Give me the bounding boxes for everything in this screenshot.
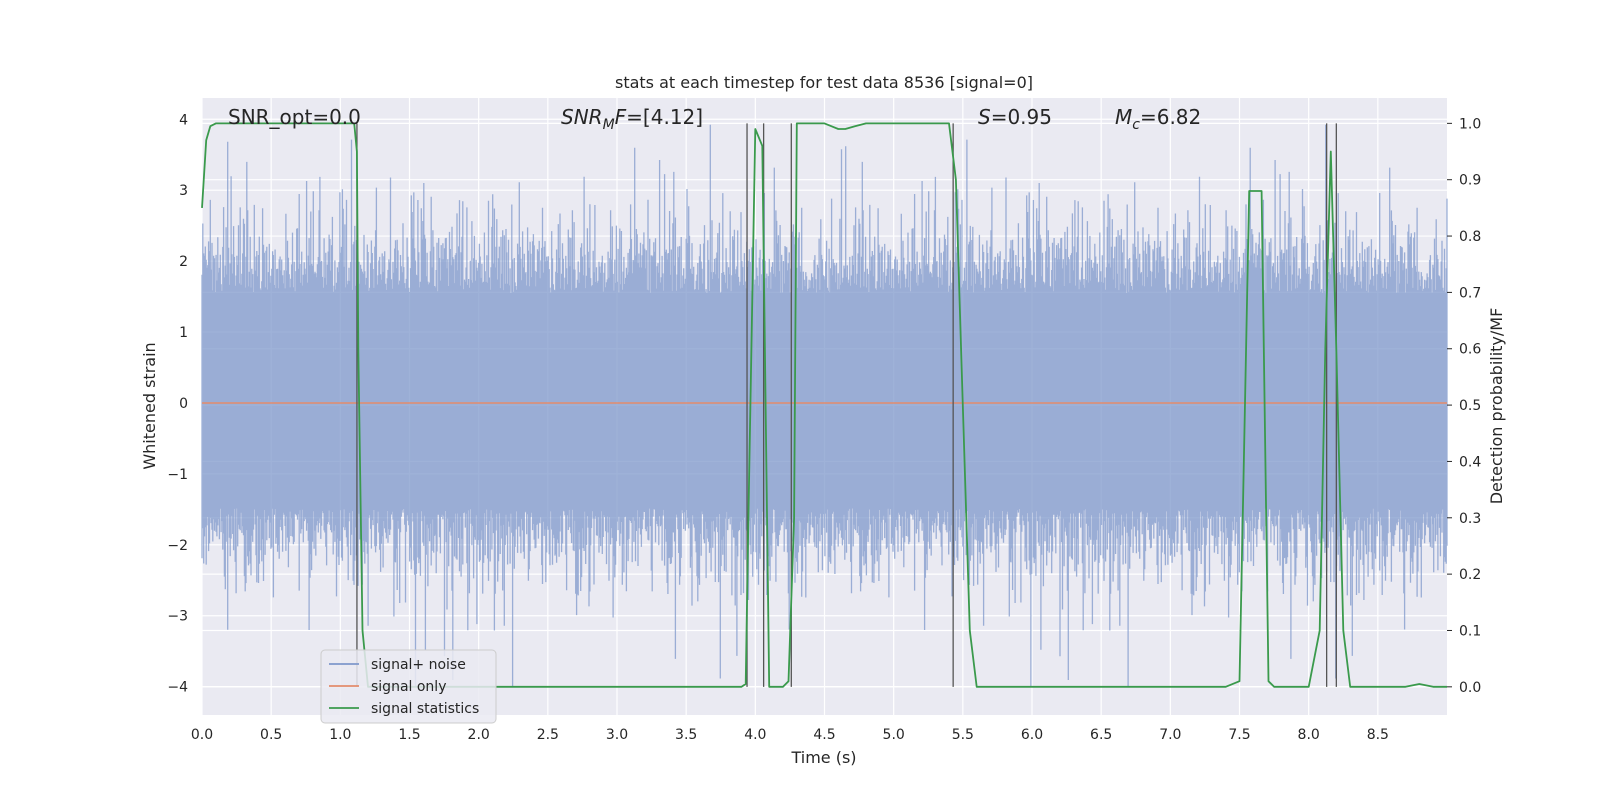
signal-noise-line [201,124,1448,687]
x-tick-label: 1.5 [398,727,420,743]
x-axis-label: Time (s) [790,748,856,767]
y-tick-label: −2 [167,538,188,554]
y2-tick-label: 0.1 [1459,623,1481,639]
x-tick-label: 0.0 [191,727,213,743]
y2-tick-label: 0.3 [1459,511,1481,527]
x-tick-label: 8.0 [1298,727,1320,743]
y-tick-label: −4 [167,680,188,696]
y2-axis-label: Detection probability/MF [1487,308,1506,505]
x-tick-label: 7.5 [1228,727,1250,743]
x-tick-label: 2.0 [468,727,490,743]
signal-noise-series [201,124,1448,687]
y-axis-label: Whitened strain [140,342,159,469]
snr-opt-annotation: SNR_opt=0.0 [228,105,361,129]
x-tick-label: 6.5 [1090,727,1112,743]
x-tick-label: 3.5 [675,727,697,743]
y-tick-label: −1 [167,467,188,483]
y2-tick-label: 0.0 [1459,680,1481,696]
s-stat-annotation: S=0.95 [978,105,1052,129]
y-tick-label: 2 [179,254,188,270]
y-tick-label: 4 [179,112,188,128]
y2-tick-label: 0.5 [1459,398,1481,414]
x-tick-label: 6.0 [1021,727,1043,743]
x-tick-label: 8.5 [1367,727,1389,743]
y2-tick-label: 1.0 [1459,116,1481,132]
y2-tick-label: 0.7 [1459,285,1481,301]
chart-title: stats at each timestep for test data 853… [615,73,1033,92]
y2-tick-label: 0.8 [1459,229,1481,245]
x-tick-label: 5.5 [952,727,974,743]
y2-tick-label: 0.2 [1459,567,1481,583]
y2-tick-label: 0.6 [1459,342,1481,358]
y-tick-label: 0 [179,396,188,412]
x-tick-label: 3.0 [606,727,628,743]
y2-tick-label: 0.9 [1459,173,1481,189]
mc-annotation: Mc=6.82 [1115,105,1201,133]
legend: signal+ noise signal only signal statistic… [320,649,497,724]
legend-label: signal only [371,679,446,695]
x-tick-label: 4.0 [744,727,766,743]
x-tick-label: 0.5 [260,727,282,743]
x-tick-label: 2.5 [537,727,559,743]
legend-label: signal statistics [371,701,479,717]
axes: 0.0 0.5 1.0 1.5 2.0 2.5 3.0 3.5 4.0 4.5 5.0 5.5 6.0 6… [167,112,1481,743]
annotations: SNR_opt=0.0 SNRMF=[4.12] S=0.95 Mc=6.82 [228,105,1201,133]
x-tick-label: 5.0 [883,727,905,743]
x-tick-label: 7.0 [1159,727,1181,743]
x-tick-label: 4.5 [813,727,835,743]
y2-tick-label: 0.4 [1459,454,1481,470]
x-tick-label: 1.0 [329,727,351,743]
y-tick-label: −3 [167,609,188,625]
y-tick-label: 3 [179,183,188,199]
legend-label: signal+ noise [371,657,466,673]
legend-box [320,649,497,724]
snr-mf-annotation: SNRMF=[4.12] [561,105,703,133]
y-tick-label: 1 [179,325,188,341]
